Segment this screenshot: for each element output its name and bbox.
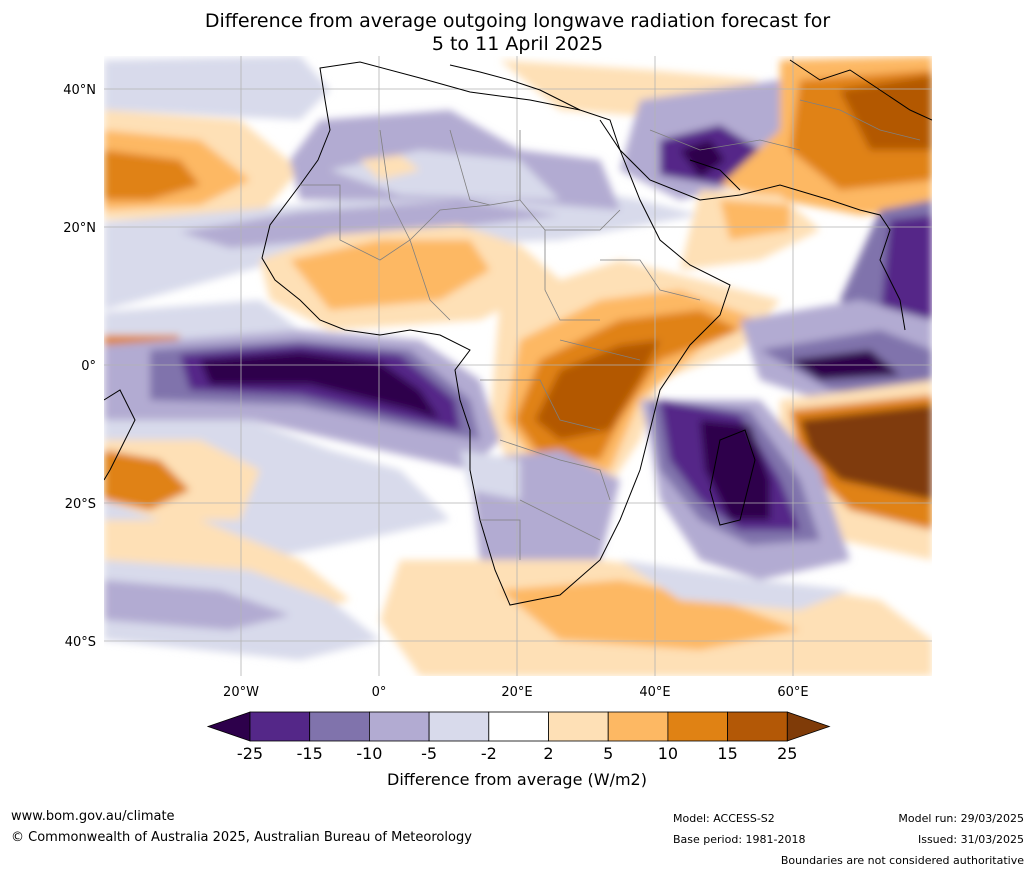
lat-label-0: 0° <box>81 359 96 374</box>
colorbar-tick-label: -15 <box>297 744 323 763</box>
colorbar-ticks: -25 -15 -10 -5 -2 2 5 10 15 25 <box>237 744 798 763</box>
colorbar-tick-label: -2 <box>481 744 497 763</box>
issued-date: Issued: 31/03/2025 <box>917 833 1024 846</box>
base-period: Base period: 1981-2018 <box>673 833 806 846</box>
colorbar-segment <box>249 711 311 742</box>
colorbar-tick-label: 15 <box>717 744 737 763</box>
colorbar-segment <box>488 711 549 742</box>
lon-label-20w: 20°W <box>223 685 259 700</box>
coastlines <box>104 59 932 606</box>
graticule <box>104 56 932 676</box>
model-name: Model: ACCESS-S2 <box>673 812 775 825</box>
map-title-line1: Difference from average outgoing longwav… <box>204 10 831 32</box>
lon-label-0: 0° <box>372 685 387 700</box>
colorbar-segment <box>428 711 490 742</box>
colorbar-segment <box>548 711 609 742</box>
colorbar-label: Difference from average (W/m2) <box>387 770 647 789</box>
colorbar-tick-label: -25 <box>237 744 263 763</box>
boundaries-disclaimer: Boundaries are not considered authoritat… <box>780 854 1024 867</box>
colorbar-tick-label: 2 <box>543 744 553 763</box>
colorbar-segment <box>727 711 788 742</box>
colorbar-tick-label: 5 <box>603 744 613 763</box>
colorbar-tick-label: -10 <box>356 744 382 763</box>
lon-label-60e: 60°E <box>777 685 808 700</box>
country-borders <box>300 99 921 560</box>
colorbar <box>206 711 831 742</box>
map-title-line2: 5 to 11 April 2025 <box>431 33 604 55</box>
colorbar-segment <box>309 711 370 742</box>
colorbar-segment <box>368 711 430 742</box>
colorbar-arrow-high <box>786 711 831 742</box>
map-title: Difference from average outgoing longwav… <box>0 10 1035 56</box>
model-run-date: Model run: 29/03/2025 <box>898 812 1024 825</box>
colorbar-tick-label: 25 <box>777 744 797 763</box>
colorbar-tick-label: 10 <box>658 744 678 763</box>
lon-label-40e: 40°E <box>639 685 670 700</box>
lat-label-40s: 40°S <box>65 635 96 650</box>
copyright-text: © Commonwealth of Australia 2025, Austra… <box>11 830 472 845</box>
lon-label-20e: 20°E <box>501 685 532 700</box>
anomaly-field <box>104 56 932 676</box>
colorbar-tick-label: -5 <box>421 744 437 763</box>
lat-label-40n: 40°N <box>63 83 96 98</box>
colorbar-arrow-low <box>206 711 251 742</box>
lat-label-20s: 20°S <box>65 497 96 512</box>
colorbar-segment <box>667 711 729 742</box>
lat-label-20n: 20°N <box>63 221 96 236</box>
website-link[interactable]: www.bom.gov.au/climate <box>11 809 175 824</box>
colorbar-segment <box>607 711 669 742</box>
